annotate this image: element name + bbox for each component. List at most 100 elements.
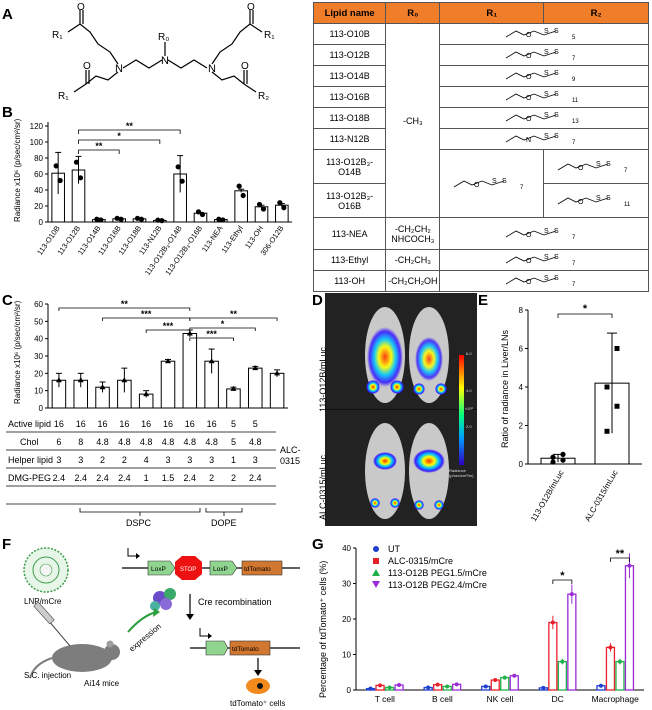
y-tick-label: 60 <box>34 170 43 179</box>
data-point <box>121 377 128 383</box>
svg-text:S: S <box>502 178 507 185</box>
data-point <box>541 685 546 690</box>
composition-cell: 6 <box>56 437 62 447</box>
svg-text:7: 7 <box>572 56 576 62</box>
data-point <box>560 451 566 457</box>
cre-recombination-label: Cre recombination <box>198 597 272 607</box>
svg-text:S: S <box>554 275 559 282</box>
atom-n-center: N <box>161 55 169 67</box>
bar <box>182 332 198 409</box>
svg-text:O: O <box>526 232 532 239</box>
significance-label: ** <box>126 121 134 131</box>
data-point <box>277 200 283 206</box>
cre-protein-icon <box>150 588 176 611</box>
atom-n-left: N <box>115 63 123 75</box>
data-point <box>560 457 566 463</box>
bar <box>567 593 577 691</box>
composition-cell: 2.4 <box>96 473 109 483</box>
legend-marker <box>372 581 380 588</box>
r1-label-2: R₁ <box>264 30 275 41</box>
y-tick-label: 6 <box>519 345 524 354</box>
svg-text:O: O <box>526 95 532 102</box>
svg-text:S: S <box>554 49 559 56</box>
composition-cell: 16 <box>141 419 152 429</box>
y-tick-label: 30 <box>342 580 351 589</box>
composition-cell: 3 <box>56 455 62 465</box>
significance-label: *** <box>141 309 152 319</box>
composition-table: Active lipid Chol Helper lipid DMG-PEG A… <box>6 416 311 534</box>
significance-label: * <box>583 303 588 315</box>
svg-text:N: N <box>526 137 531 144</box>
row-label-active-lipid: Active lipid <box>8 419 52 429</box>
x-tick-label: NK cell <box>487 694 514 704</box>
data-point <box>216 216 222 222</box>
x-tick-label: T cell <box>375 694 395 704</box>
svg-text:O: O <box>578 165 584 172</box>
tdtomato-label-2: tdTomato <box>232 646 259 653</box>
mouse-icon <box>29 640 120 679</box>
data-point <box>236 183 242 189</box>
svg-text:O: O <box>474 182 480 189</box>
chain-cell: O S S 13 <box>439 107 649 129</box>
significance-bracket <box>58 307 191 311</box>
svg-text:O: O <box>526 32 532 39</box>
legend-label: 113-O12B PEG1.5/mCre <box>388 568 487 578</box>
composition-cell: 4.8 <box>249 437 262 447</box>
data-point <box>53 163 59 169</box>
svg-text:S: S <box>554 91 559 98</box>
data-point <box>165 358 171 364</box>
data-point <box>118 216 124 222</box>
data-point <box>77 377 84 383</box>
y-tick-label: 2 <box>519 422 524 431</box>
chain-structure-icon: N S S 7 <box>505 133 576 146</box>
chain-structure-icon: O S S 7 <box>505 49 576 62</box>
data-point <box>493 678 498 683</box>
composition-cell: 4.8 <box>161 437 175 447</box>
panel-label-d: D <box>312 292 323 309</box>
panel-label-e: E <box>478 292 489 309</box>
data-point <box>240 192 246 199</box>
chart-b: 020406080100120113-O10B113-O12B113-O14B1… <box>13 118 292 277</box>
header-r1: R₁ <box>439 2 545 24</box>
row-name: 113-O12B₃- O14B <box>312 149 387 184</box>
svg-text:S: S <box>544 254 549 261</box>
y-tick-label: 8 <box>519 306 524 315</box>
scale-mid: 4.0 <box>466 388 472 393</box>
data-point <box>445 684 450 689</box>
significance-label: * <box>117 131 121 141</box>
r0-ethyl: -CH₂CH₃ <box>385 249 441 271</box>
data-point <box>179 178 185 184</box>
row-name: 113-O16B <box>312 86 387 108</box>
y-tick-label: 4 <box>519 383 524 392</box>
data-point <box>138 216 145 222</box>
data-point <box>159 218 165 224</box>
svg-text:S: S <box>596 161 601 168</box>
legend-label: ALC-0315/mCre <box>388 556 453 566</box>
data-point <box>435 682 440 687</box>
syringe-icon <box>33 601 71 647</box>
row-name: 113-NEA <box>312 217 387 250</box>
significance-bracket <box>78 149 120 154</box>
svg-text:S: S <box>554 254 559 261</box>
svg-text:S: S <box>554 70 559 77</box>
atom-n-right: N <box>208 63 216 75</box>
significance-bracket <box>78 129 181 134</box>
row-label-chol: Chol <box>20 437 39 447</box>
data-point <box>199 211 206 218</box>
legend-marker <box>373 546 379 552</box>
composition-cell: 4.8 <box>96 437 109 447</box>
data-point <box>281 205 287 211</box>
bar <box>548 621 558 691</box>
r1-label-3: R₁ <box>58 91 69 102</box>
row-name: 113-OH <box>312 270 387 292</box>
chain-structure-icon: O S S 7 <box>505 254 576 267</box>
ivis-image: 6.0 4.0 2.0 x10⁶ Radiance (p/sec/cm²/sr) <box>325 293 477 526</box>
composition-cell: 16 <box>119 419 130 429</box>
row-name: 113-O12B <box>312 44 387 66</box>
y-axis-label: Radiance x10⁶ (p/sec/cm²/sr) <box>13 300 22 404</box>
svg-text:S: S <box>544 112 549 119</box>
